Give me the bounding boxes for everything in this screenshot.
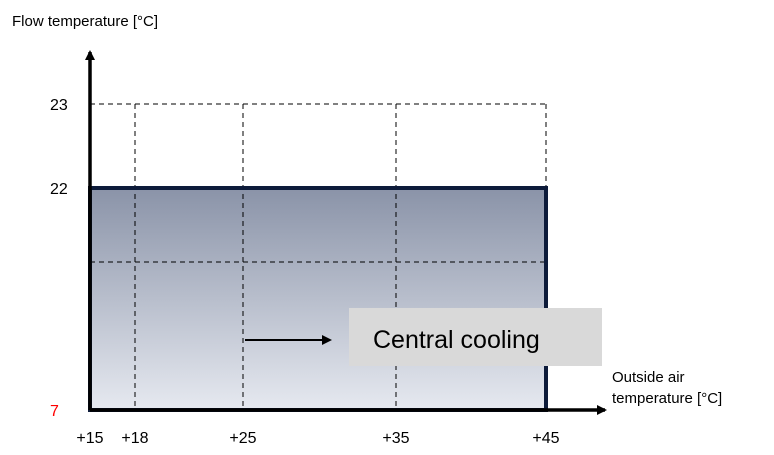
y-tick-label-23: 23: [50, 97, 68, 114]
central-cooling-region: [90, 188, 546, 410]
y-tick-label-7: 7: [50, 403, 59, 420]
x-tick-label-18: +18: [121, 430, 148, 447]
x-tick-label-35: +35: [382, 430, 409, 447]
central-cooling-label: Central cooling: [373, 326, 540, 354]
x-axis-title-line2: temperature [°C]: [612, 390, 722, 407]
x-tick-label-45: +45: [532, 430, 559, 447]
x-tick-label-25: +25: [229, 430, 256, 447]
y-tick-label-22: 22: [50, 181, 68, 198]
x-tick-label-15: +15: [76, 430, 103, 447]
y-axis-title: Flow temperature [°C]: [12, 13, 158, 30]
central-cooling-label-box: [349, 308, 602, 366]
x-axis-title-line1: Outside air: [612, 369, 685, 386]
